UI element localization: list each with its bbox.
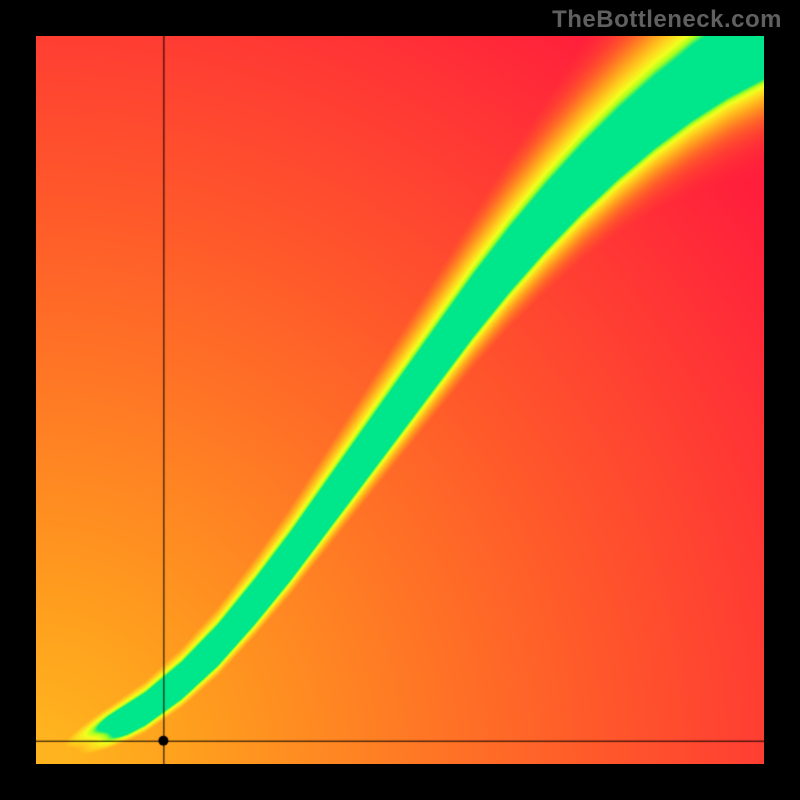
plot-area bbox=[36, 36, 764, 764]
watermark-text: TheBottleneck.com bbox=[552, 6, 782, 34]
chart-frame: TheBottleneck.com bbox=[0, 0, 800, 800]
heatmap-canvas bbox=[36, 36, 764, 764]
